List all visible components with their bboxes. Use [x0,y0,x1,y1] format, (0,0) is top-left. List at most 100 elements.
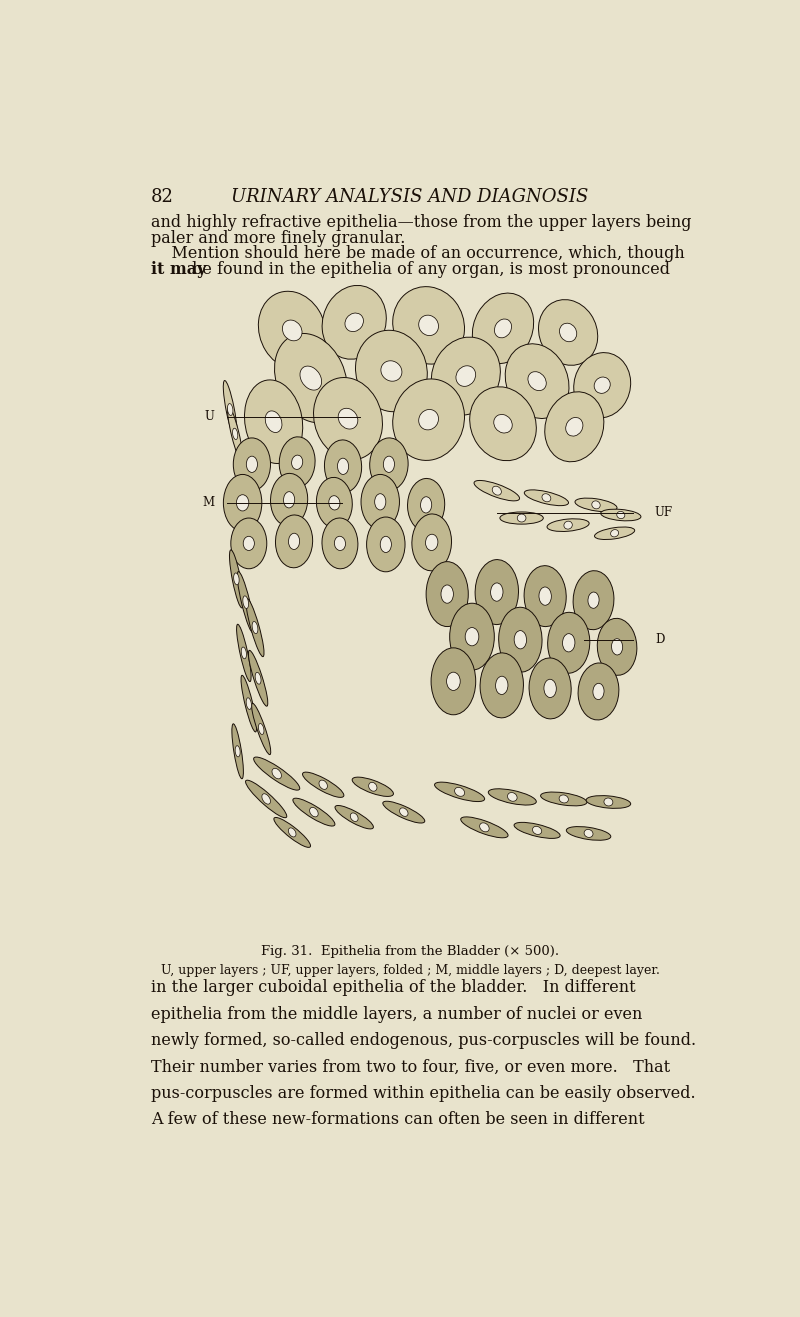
Ellipse shape [283,491,294,508]
Ellipse shape [249,651,268,706]
Ellipse shape [412,514,451,570]
Ellipse shape [514,822,560,839]
Ellipse shape [258,291,326,370]
Ellipse shape [594,377,610,394]
Ellipse shape [421,497,432,514]
Text: 82: 82 [151,188,174,207]
Ellipse shape [255,673,261,684]
Ellipse shape [381,361,402,381]
Text: pus-corpuscles are formed within epithelia can be easily observed.: pus-corpuscles are formed within epithel… [151,1085,695,1102]
Ellipse shape [500,512,543,524]
Ellipse shape [470,387,536,461]
Ellipse shape [418,410,438,429]
Ellipse shape [246,456,258,473]
Ellipse shape [338,458,349,474]
Text: it may: it may [151,261,206,278]
Ellipse shape [575,498,617,511]
Ellipse shape [246,780,286,818]
Text: newly formed, so-called endogenous, pus-corpuscles will be found.: newly formed, so-called endogenous, pus-… [151,1033,696,1050]
Ellipse shape [383,456,394,473]
Text: Their number varies from two to four, five, or even more.   That: Their number varies from two to four, fi… [151,1059,670,1076]
Ellipse shape [518,514,526,522]
Ellipse shape [252,703,270,755]
Ellipse shape [227,407,242,461]
Ellipse shape [289,828,296,836]
Ellipse shape [441,585,454,603]
Ellipse shape [335,806,374,828]
Ellipse shape [524,490,569,506]
Ellipse shape [544,680,556,698]
Ellipse shape [480,823,489,832]
Ellipse shape [507,793,517,801]
Ellipse shape [548,612,590,673]
Ellipse shape [274,333,347,423]
Ellipse shape [338,408,358,429]
Ellipse shape [242,647,246,658]
Ellipse shape [317,477,352,528]
Ellipse shape [262,794,270,805]
Ellipse shape [490,583,503,601]
Text: paler and more finely granular.: paler and more finely granular. [151,229,406,246]
Ellipse shape [547,519,589,532]
Ellipse shape [407,478,445,531]
Text: M: M [202,497,214,510]
Text: D: D [655,633,664,647]
Ellipse shape [472,294,534,363]
Ellipse shape [431,648,476,715]
Ellipse shape [254,757,300,790]
Ellipse shape [559,323,577,341]
Ellipse shape [282,320,302,341]
Ellipse shape [610,529,618,537]
Ellipse shape [574,353,630,417]
Ellipse shape [246,598,264,657]
Ellipse shape [474,481,519,500]
Ellipse shape [566,417,583,436]
Ellipse shape [393,379,465,461]
Ellipse shape [601,510,641,520]
Ellipse shape [325,440,362,493]
Ellipse shape [232,724,243,778]
Ellipse shape [223,474,262,531]
Ellipse shape [538,300,598,365]
Ellipse shape [314,378,382,460]
Text: UF: UF [655,507,673,519]
Ellipse shape [418,315,438,336]
Ellipse shape [234,439,270,491]
Ellipse shape [426,561,468,627]
Ellipse shape [399,807,408,817]
Ellipse shape [431,337,500,415]
Ellipse shape [241,676,257,732]
Text: Fig. 31.  Epithelia from the Bladder (× 500).: Fig. 31. Epithelia from the Bladder (× 5… [261,946,559,957]
Ellipse shape [588,593,599,608]
Text: U, upper layers ; UF, upper layers, folded ; M, middle layers ; D, deepest layer: U, upper layers ; UF, upper layers, fold… [161,964,659,977]
Ellipse shape [495,676,508,694]
Ellipse shape [506,344,569,419]
Ellipse shape [456,366,476,386]
Ellipse shape [480,653,523,718]
Ellipse shape [393,287,465,363]
Ellipse shape [235,745,240,757]
Ellipse shape [322,286,386,360]
Ellipse shape [245,379,302,464]
Ellipse shape [369,782,377,792]
Ellipse shape [498,607,542,672]
Ellipse shape [258,723,264,735]
Ellipse shape [293,798,335,826]
Ellipse shape [578,662,619,720]
Ellipse shape [488,789,536,805]
Ellipse shape [319,780,327,789]
Ellipse shape [434,782,485,802]
Ellipse shape [231,518,266,569]
Ellipse shape [492,486,502,495]
Ellipse shape [366,518,405,572]
Ellipse shape [593,684,604,699]
Ellipse shape [611,639,622,655]
Ellipse shape [237,624,251,682]
Text: A few of these new-formations can often be seen in different: A few of these new-formations can often … [151,1112,645,1129]
Ellipse shape [300,366,322,390]
Ellipse shape [272,768,282,778]
Ellipse shape [274,818,310,847]
Ellipse shape [475,560,518,624]
Ellipse shape [566,827,610,840]
Ellipse shape [494,415,512,433]
